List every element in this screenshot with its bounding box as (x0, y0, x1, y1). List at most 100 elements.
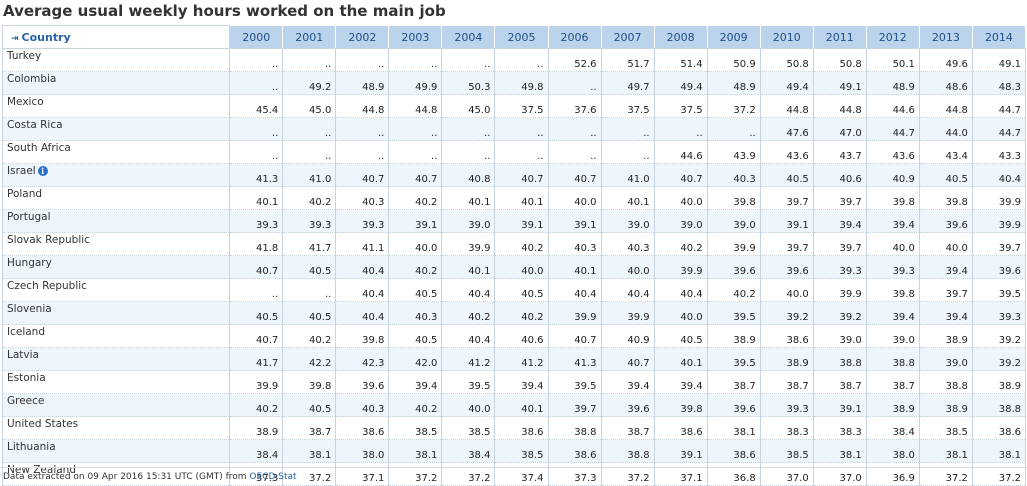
year-column-header[interactable]: 2000 (229, 25, 284, 49)
value-cell: 44.7 (971, 94, 1027, 118)
value-cell: 39.9 (812, 278, 867, 302)
value-cell: 39.3 (229, 209, 284, 233)
year-column-header[interactable]: 2007 (600, 25, 655, 49)
value-cell: 40.3 (600, 232, 655, 256)
value-cell: 38.7 (812, 370, 867, 394)
value-cell: 38.9 (229, 416, 284, 440)
year-column-header[interactable]: 2005 (494, 25, 549, 49)
table-row: Hungary 40.7 40.5 40.4 40.2 40.1 40.0 40.1 40.0 3… (1, 255, 1027, 279)
year-column-header[interactable]: 2013 (918, 25, 973, 49)
value-cell: 40.3 (547, 232, 602, 256)
value-cell: 49.1 (971, 48, 1027, 72)
value-cell: 38.0 (335, 439, 390, 463)
value-cell: 38.1 (812, 439, 867, 463)
value-cell: 40.1 (494, 393, 549, 417)
value-cell: 38.6 (653, 416, 708, 440)
value-cell: 37.5 (653, 94, 708, 118)
value-cell: 36.9 (865, 462, 920, 486)
country-cell: Poland (1, 186, 231, 210)
value-cell: 40.0 (653, 301, 708, 325)
value-cell: 38.7 (600, 416, 655, 440)
value-cell: 39.8 (282, 370, 337, 394)
value-cell: 40.7 (547, 163, 602, 187)
country-column-header[interactable]: ⇥ Country (1, 25, 231, 49)
value-cell: 49.7 (600, 71, 655, 95)
value-cell: 39.7 (547, 393, 602, 417)
value-cell: 40.5 (282, 301, 337, 325)
country-name: Mexico (7, 96, 44, 108)
year-column-header[interactable]: 2002 (335, 25, 390, 49)
country-cell: Slovenia (1, 301, 231, 325)
value-cell: 40.2 (229, 393, 284, 417)
year-column-header[interactable]: 2006 (547, 25, 602, 49)
oecd-stat-link[interactable]: OECD.Stat (249, 472, 297, 482)
value-cell: 39.7 (918, 278, 973, 302)
value-cell: 43.7 (812, 140, 867, 164)
year-column-header[interactable]: 2008 (653, 25, 708, 49)
country-cell: Greece (1, 393, 231, 417)
value-cell: 39.3 (335, 209, 390, 233)
expand-arrow-icon[interactable]: ⇥ (11, 33, 19, 44)
value-cell: 37.2 (388, 462, 443, 486)
year-column-header[interactable]: 2011 (812, 25, 867, 49)
year-column-header[interactable]: 2001 (282, 25, 337, 49)
value-cell: 39.5 (547, 370, 602, 394)
value-cell: 49.4 (653, 71, 708, 95)
country-name: Iceland (7, 326, 46, 338)
value-cell: .. (494, 117, 549, 141)
value-cell: 40.4 (600, 278, 655, 302)
year-column-header[interactable]: 2010 (759, 25, 814, 49)
value-cell: 40.1 (494, 186, 549, 210)
value-cell: 38.7 (282, 416, 337, 440)
value-cell: 40.5 (388, 278, 443, 302)
value-cell: 39.5 (706, 347, 761, 371)
value-cell: 39.7 (759, 232, 814, 256)
value-cell: 37.5 (600, 94, 655, 118)
country-name: Israel (7, 165, 36, 177)
value-cell: 37.3 (229, 462, 284, 486)
value-cell: 39.3 (812, 255, 867, 279)
value-cell: 40.0 (441, 393, 496, 417)
value-cell: 40.7 (335, 163, 390, 187)
value-cell: 39.7 (971, 232, 1027, 256)
country-header-label: Country (21, 30, 71, 44)
value-cell: 51.4 (653, 48, 708, 72)
table-row: Lithuania 38.4 38.1 38.0 38.1 38.4 38.5 38.6 38.… (1, 439, 1027, 463)
info-icon[interactable]: i (37, 166, 48, 176)
value-cell: 38.6 (494, 416, 549, 440)
value-cell: 39.1 (759, 209, 814, 233)
value-cell: 40.4 (335, 301, 390, 325)
value-cell: 40.2 (441, 301, 496, 325)
year-column-header[interactable]: 2009 (706, 25, 761, 49)
year-column-header[interactable]: 2004 (441, 25, 496, 49)
value-cell: 39.8 (865, 186, 920, 210)
value-cell: 43.4 (918, 140, 973, 164)
value-cell: .. (547, 117, 602, 141)
value-cell: 44.8 (918, 94, 973, 118)
value-cell: 38.4 (865, 416, 920, 440)
value-cell: 41.2 (494, 347, 549, 371)
value-cell: 40.3 (388, 301, 443, 325)
value-cell: 40.0 (918, 232, 973, 256)
value-cell: .. (282, 278, 337, 302)
data-table-container: ⇥ Country 2000 2001 2002 2003 2004 2005 2006 200… (1, 25, 1027, 486)
value-cell: 49.8 (494, 71, 549, 95)
value-cell: 39.0 (865, 324, 920, 348)
year-column-header[interactable]: 2003 (388, 25, 443, 49)
value-cell: 39.1 (494, 209, 549, 233)
value-cell: 41.3 (229, 163, 284, 187)
value-cell: 40.7 (388, 163, 443, 187)
country-name: United States (7, 418, 79, 430)
year-column-header[interactable]: 2012 (865, 25, 920, 49)
value-cell: 38.6 (706, 439, 761, 463)
value-cell: 42.2 (282, 347, 337, 371)
year-column-header[interactable]: 2014 (971, 25, 1027, 49)
footer: Data extracted on 09 Apr 2016 15:31 UTC … (3, 472, 297, 482)
value-cell: 37.2 (282, 462, 337, 486)
value-cell: 39.8 (653, 393, 708, 417)
value-cell: 39.5 (971, 278, 1027, 302)
value-cell: 49.6 (918, 48, 973, 72)
value-cell: .. (494, 48, 549, 72)
value-cell: 38.7 (759, 370, 814, 394)
value-cell: 38.5 (388, 416, 443, 440)
